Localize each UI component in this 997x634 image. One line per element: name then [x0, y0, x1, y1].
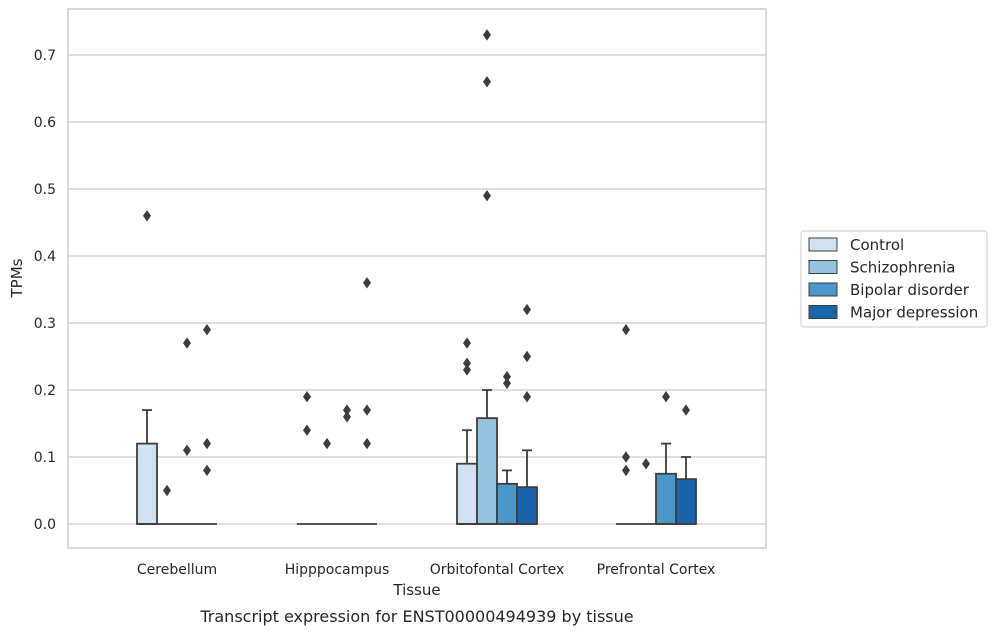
legend-swatch [808, 260, 838, 274]
grid-lines [68, 54, 766, 525]
outlier-point [523, 391, 531, 403]
y-tick-label: 0.3 [34, 316, 56, 332]
outlier-point [203, 324, 211, 336]
y-axis-ticks: 0.0 0.1 0.2 0.3 0.4 0.5 0.6 0.7 [34, 48, 56, 533]
outlier-point [483, 76, 491, 88]
y-tick-label: 0.6 [34, 115, 56, 131]
box [616, 324, 636, 525]
outlier-point [523, 303, 531, 316]
legend: Control Schizophrenia Bipolar disorder Majo… [800, 230, 988, 328]
x-axis-ticks: Cerebellum Hipppocampus Orbitofontal Corte… [137, 562, 715, 578]
box-body [456, 462, 478, 525]
outlier-point [343, 411, 351, 423]
legend-swatch [808, 237, 838, 252]
box [357, 277, 377, 525]
box [456, 337, 478, 525]
box-body [496, 482, 518, 525]
outlier-point [343, 404, 351, 416]
series-schizophrenia [157, 29, 656, 525]
outlier-point [463, 357, 471, 369]
outlier-point [483, 190, 491, 202]
outlier-point [183, 337, 191, 349]
y-tick-label: 0.1 [34, 450, 56, 466]
outlier-point [363, 437, 371, 450]
outlier-point [483, 29, 491, 41]
series-major-depression [197, 277, 697, 525]
series-control [136, 210, 636, 525]
box [177, 337, 197, 525]
legend-label: Major depression [850, 304, 978, 322]
box [496, 370, 518, 525]
x-tick-label: Cerebellum [137, 562, 217, 578]
series-bipolar-disorder [177, 337, 677, 525]
legend-label: Control [850, 236, 904, 254]
legend-swatch [808, 282, 838, 297]
box-body [516, 486, 538, 525]
outlier-point [303, 424, 311, 436]
legend-swatch [808, 305, 838, 319]
outlier-point [363, 404, 371, 416]
legend-item: Schizophrenia [808, 259, 955, 277]
outlier-point [323, 437, 331, 450]
outlier-point [503, 370, 511, 383]
legend-frame [800, 230, 988, 328]
legend-label: Bipolar disorder [850, 281, 970, 299]
legend-item: Control [808, 236, 904, 254]
outlier-point [523, 350, 531, 363]
outlier-point [622, 464, 630, 477]
outlier-point [363, 277, 371, 289]
outlier-point [203, 437, 211, 450]
outlier-point [642, 458, 650, 470]
box [655, 391, 677, 525]
box [297, 391, 317, 525]
legend-item: Bipolar disorder [808, 281, 970, 299]
outlier-point [203, 464, 211, 477]
plot-frame [67, 8, 767, 549]
outlier-point [303, 391, 311, 403]
box [157, 484, 177, 525]
legend-item: Major depression [808, 304, 978, 322]
outlier-point [163, 484, 171, 497]
outlier-point [503, 377, 511, 389]
outlier-point [143, 210, 151, 222]
x-tick-label: Orbitofontal Cortex [430, 562, 565, 578]
outlier-point [622, 324, 630, 336]
box [337, 404, 357, 525]
x-axis-label: Tissue [392, 581, 440, 599]
box [317, 437, 337, 525]
outlier-point [622, 451, 630, 463]
outlier-point [463, 337, 471, 349]
x-tick-label: Hipppocampus [285, 562, 390, 578]
y-tick-label: 0.7 [34, 48, 56, 64]
y-axis-label: TPMs [8, 258, 26, 298]
outlier-point [682, 404, 690, 416]
y-tick-label: 0.5 [34, 182, 56, 198]
y-tick-label: 0.2 [34, 383, 56, 399]
box [476, 29, 498, 525]
y-tick-label: 0.4 [34, 249, 56, 265]
outlier-point [463, 364, 471, 376]
outlier-point [662, 391, 670, 403]
y-tick-label: 0.0 [34, 517, 56, 533]
box [197, 324, 217, 525]
box [636, 458, 656, 525]
box-body [655, 472, 677, 525]
box-body [675, 478, 697, 525]
figure-caption: Transcript expression for ENST0000049493… [199, 607, 633, 626]
outlier-point [183, 444, 191, 456]
box [516, 303, 538, 525]
box-series [136, 29, 697, 525]
legend-label: Schizophrenia [850, 259, 955, 277]
box [136, 210, 158, 525]
box [675, 404, 697, 525]
box-body [136, 442, 158, 525]
x-tick-label: Prefrontal Cortex [597, 562, 716, 578]
box-body [476, 417, 498, 525]
